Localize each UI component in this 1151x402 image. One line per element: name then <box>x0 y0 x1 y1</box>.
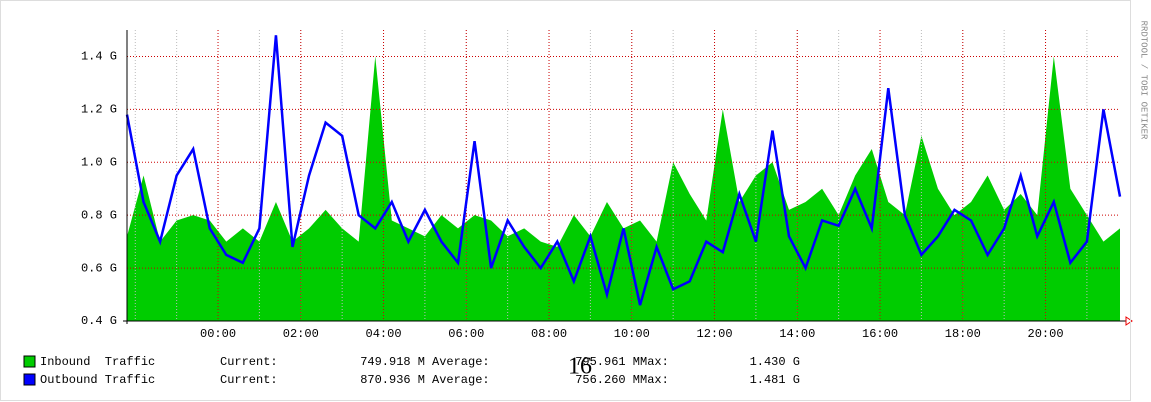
x-tick-label: 06:00 <box>448 327 484 341</box>
legend-stat-label: Average: <box>432 355 490 369</box>
y-tick-label: 0.6 G <box>81 261 117 275</box>
legend-stat-label: Average: <box>432 373 490 387</box>
legend-stat-value: 795.961 M <box>575 355 640 369</box>
grid <box>127 30 1120 322</box>
legend-swatch <box>23 373 36 386</box>
line <box>125 35 1122 306</box>
legend-stat-label: Current: <box>220 373 278 387</box>
legend-stat-value: 749.918 M <box>360 355 425 369</box>
x-tick-label: 12:00 <box>697 327 733 341</box>
x-tick-label: 10:00 <box>614 327 650 341</box>
x-tick-label: 00:00 <box>200 327 236 341</box>
x-tick-label: 16:00 <box>862 327 898 341</box>
watermark: RRDTOOL / TOBI OETIKER <box>1139 21 1149 140</box>
x-tick-label: 18:00 <box>945 327 981 341</box>
y-tick-label: 1.0 G <box>81 155 117 169</box>
annotation: 16 <box>568 354 592 380</box>
x-tick-label: 20:00 <box>1028 327 1064 341</box>
legend-stat-value: 870.936 M <box>360 373 425 387</box>
y-tick-label: 0.8 G <box>81 208 117 222</box>
x-tick-label: 14:00 <box>779 327 815 341</box>
legend-label: Inbound Traffic <box>40 355 155 369</box>
legend-swatch <box>23 355 36 368</box>
legend-stat-label: Max: <box>640 373 669 387</box>
legend-stat-value: 1.430 G <box>750 355 800 369</box>
y-tick-label: 1.4 G <box>81 50 117 64</box>
y-tick-label: 0.4 G <box>81 314 117 328</box>
y-tick-label: 1.2 G <box>81 103 117 117</box>
legend-stat-value: 756.260 M <box>575 373 640 387</box>
legend-stat-label: Current: <box>220 355 278 369</box>
plot <box>127 56 1120 322</box>
area <box>127 56 1120 322</box>
x-tick-label: 02:00 <box>283 327 319 341</box>
x-tick-label: 08:00 <box>531 327 567 341</box>
legend-stat-label: Max: <box>640 355 669 369</box>
axis-arrow <box>1125 316 1133 326</box>
x-tick-label: 04:00 <box>366 327 402 341</box>
legend-stat-value: 1.481 G <box>750 373 800 387</box>
legend-label: Outbound Traffic <box>40 373 155 387</box>
